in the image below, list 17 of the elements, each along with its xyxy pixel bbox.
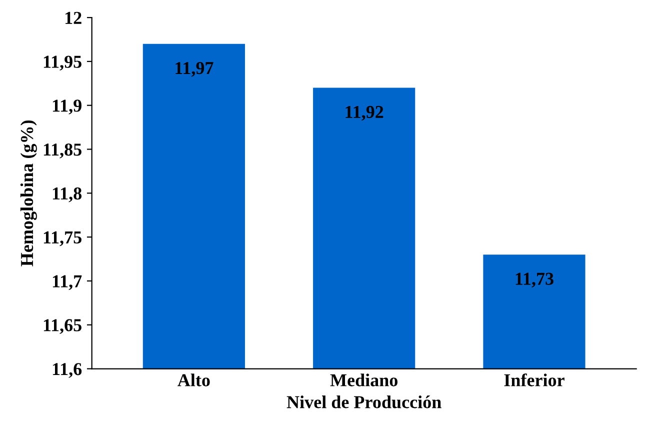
x-tick-label: Inferior [504,373,564,386]
y-axis-title: Hemoglobina (g%) [20,120,37,266]
y-tick-label: 11,8 [52,187,82,202]
y-tick-label: 11,6 [52,363,82,378]
y-tick-label: 11,7 [52,275,82,290]
x-tick-label: Mediano [330,374,398,386]
data-label: 11,97 [176,62,214,77]
y-tick-label: 11,9 [52,100,82,114]
x-tick-label: Alto [178,374,210,386]
y-tick-label: 11,85 [44,144,82,158]
y-tick-label: 11,65 [44,319,82,334]
data-label: 11,92 [346,106,384,121]
y-tick-label: 12 [66,12,82,24]
y-tick-label: 11,95 [44,56,82,71]
x-axis-title: Nivel de Producción [286,396,442,408]
data-label: 11,73 [516,272,554,288]
y-tick-label: 11,75 [44,231,82,246]
